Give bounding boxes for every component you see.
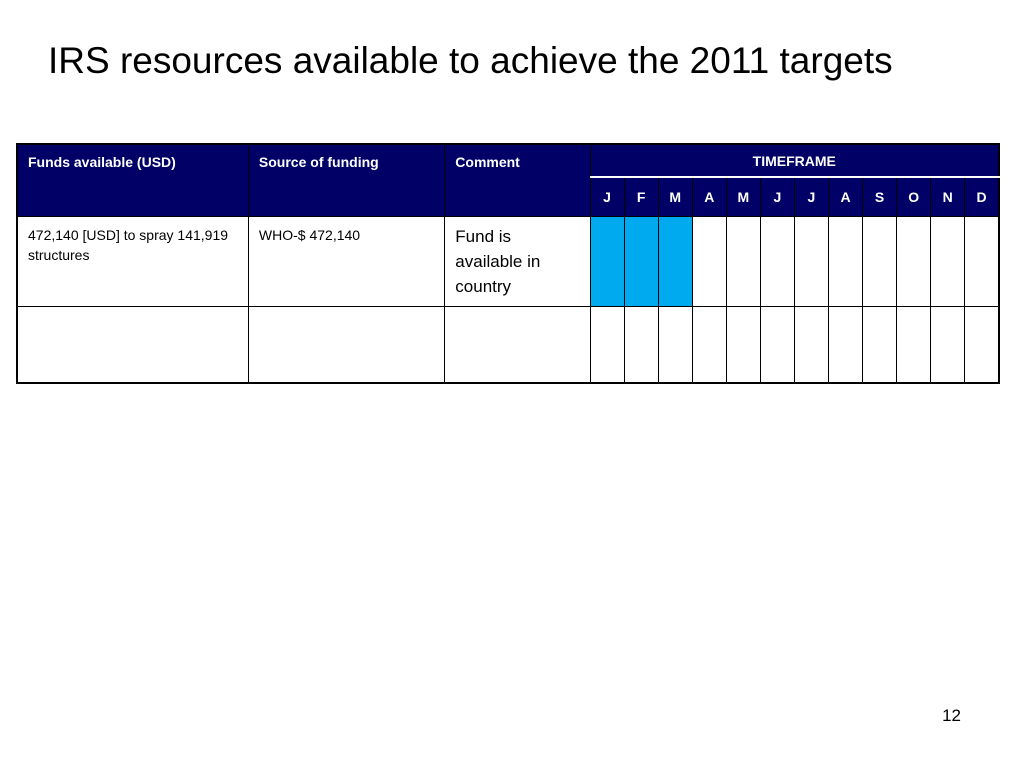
header-funds-available: Funds available (USD) [16,143,249,217]
month-header: N [930,176,966,217]
month-cell [896,216,932,307]
month-cell [827,306,864,383]
table-body: 472,140 [USD] to spray 141,919 structure… [16,216,1000,383]
month-cell [657,306,693,383]
month-cell [930,216,966,307]
source-cell: WHO-$ 472,140 [247,216,446,307]
funds-cell [16,306,249,383]
month-cell [862,306,898,383]
comment-cell [444,306,591,383]
month-cell [725,306,761,383]
month-cell [691,216,727,307]
month-cell [589,306,625,383]
month-cell [589,216,625,307]
table-row: 472,140 [USD] to spray 141,919 structure… [16,216,1000,307]
month-header: J [589,176,625,217]
month-header: O [896,176,932,217]
month-cell [623,306,659,383]
month-cell [964,216,1000,307]
table-row [16,306,1000,383]
month-cell [827,216,864,307]
month-cell [896,306,932,383]
month-cell [691,306,727,383]
month-cell [657,216,693,307]
month-cell [930,306,966,383]
header-timeframe: TIMEFRAME [589,143,1000,178]
header-comment: Comment [444,143,591,217]
page-number: 12 [942,706,961,725]
month-cell [862,216,898,307]
month-cell [759,306,795,383]
slide-title: IRS resources available to achieve the 2… [48,40,893,81]
month-header: J [793,176,829,217]
month-cell [725,216,761,307]
source-cell [247,306,446,383]
month-cell [623,216,659,307]
month-header: D [964,176,1000,217]
month-header: M [725,176,761,217]
month-header: S [862,176,898,217]
month-header: A [827,176,864,217]
month-cell [759,216,795,307]
month-cell [964,306,1000,383]
month-cell [793,216,829,307]
month-header: A [691,176,727,217]
month-cell [793,306,829,383]
funds-cell: 472,140 [USD] to spray 141,919 structure… [16,216,249,307]
month-header: F [623,176,659,217]
header-source-of-funding: Source of funding [247,143,446,217]
funds-table: Funds available (USD) Source of funding … [16,143,1000,384]
comment-cell: Fund is available in country [444,216,591,307]
month-header: M [657,176,693,217]
month-header: J [759,176,795,217]
